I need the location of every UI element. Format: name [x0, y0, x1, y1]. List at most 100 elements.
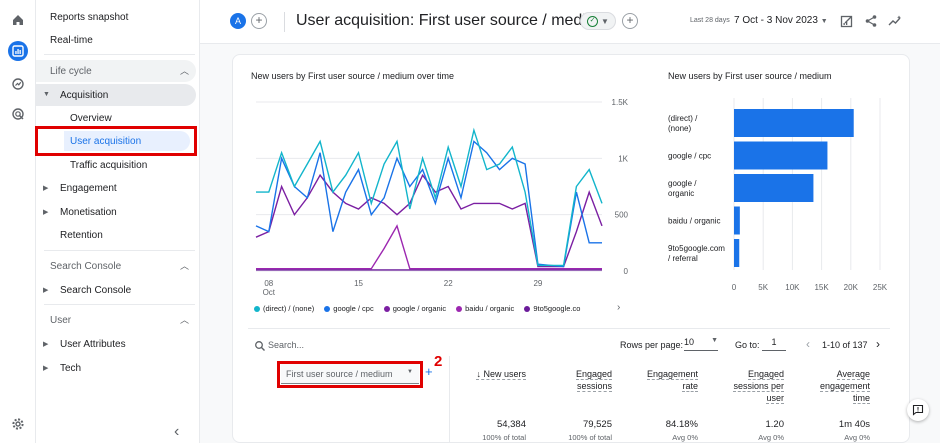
prev-page-icon[interactable]: ‹: [806, 337, 810, 351]
rows-per-page-value: 10: [684, 337, 695, 347]
series-line[interactable]: [255, 173, 603, 268]
sidebar-item-user-attributes[interactable]: User Attributes: [60, 338, 126, 350]
column-header-label: Average: [836, 369, 870, 380]
feedback-icon: [912, 404, 924, 416]
column-header-label: engagement: [819, 381, 870, 392]
search-icon: [255, 341, 265, 351]
sidebar-item-tech[interactable]: Tech: [60, 362, 82, 374]
legend-item[interactable]: google / organic: [383, 304, 447, 313]
goto-page-input[interactable]: 1: [762, 337, 786, 351]
selected-item-background: [64, 131, 190, 151]
section-user[interactable]: User: [50, 314, 72, 326]
divider: [284, 12, 285, 32]
series-line[interactable]: [256, 127, 603, 267]
bar[interactable]: [734, 141, 828, 170]
legend-item[interactable]: baidu / organic: [456, 304, 514, 313]
comparison-avatar[interactable]: A: [230, 13, 246, 29]
dimension-select[interactable]: First user source / medium ▼: [281, 364, 419, 384]
search-input[interactable]: Search...: [268, 340, 305, 350]
sidebar-item-realtime[interactable]: Real-time: [50, 34, 93, 46]
bar-category-label: / referral: [668, 254, 698, 263]
date-range-text: 7 Oct - 3 Nov 2023: [734, 15, 818, 26]
insights-icon[interactable]: [886, 12, 904, 30]
section-search-console[interactable]: Search Console: [50, 260, 122, 272]
bar[interactable]: [734, 109, 854, 137]
date-range-label: Last 28 days: [690, 17, 730, 24]
dropdown-arrow-icon: ▼: [711, 337, 718, 344]
sidebar-item-traffic-acquisition[interactable]: Traffic acquisition: [70, 159, 148, 171]
dropdown-arrow-icon: ▼: [601, 16, 609, 26]
column-header-engaged-sessions[interactable]: Engaged sessions: [552, 368, 612, 392]
bar[interactable]: [734, 239, 740, 267]
legend-label: baidu / organic: [465, 304, 515, 313]
column-header-sessions-per-user[interactable]: Engaged sessions per user: [720, 368, 784, 404]
feedback-button[interactable]: [907, 399, 929, 421]
total-engaged-sessions: 79,525: [582, 419, 612, 430]
page-header: A + User acquisition: First user source …: [200, 0, 940, 44]
sidebar-item-acquisition[interactable]: Acquisition: [60, 89, 109, 101]
series-line[interactable]: [256, 224, 602, 270]
bar-category-label: google / cpc: [668, 152, 711, 161]
collapse-sidebar-icon[interactable]: ‹: [174, 423, 180, 440]
x-tick-label: 08: [264, 279, 273, 288]
legend-label: google / cpc: [333, 304, 374, 313]
column-header-label: Engaged: [747, 369, 784, 380]
bar-category-label: google /: [668, 179, 697, 188]
add-filter-icon[interactable]: +: [622, 13, 638, 29]
legend-item[interactable]: 9to5google.co: [524, 304, 580, 313]
column-header-engagement-rate[interactable]: Engagement rate: [632, 368, 698, 392]
divider: [44, 54, 195, 55]
divider: [44, 304, 195, 305]
y-tick-label: 1K: [618, 154, 628, 163]
line-chart-legend: (direct) / (none) google / cpc google / …: [254, 304, 580, 313]
advertising-icon[interactable]: [8, 104, 28, 124]
chevron-up-icon[interactable]: ︿: [179, 66, 189, 76]
sidebar-item-monetisation[interactable]: Monetisation: [60, 206, 117, 218]
legend-label: 9to5google.co: [533, 304, 581, 313]
sidebar-item-reports-snapshot[interactable]: Reports snapshot: [50, 11, 129, 23]
section-life-cycle[interactable]: Life cycle: [50, 65, 92, 77]
series-line[interactable]: [255, 140, 602, 268]
column-header-label: rate: [682, 381, 698, 392]
add-dimension-icon[interactable]: +: [425, 364, 433, 379]
caret-down-icon: ▼: [43, 91, 50, 98]
rows-per-page-select[interactable]: 10 ▼: [684, 337, 718, 351]
add-comparison-icon[interactable]: +: [251, 13, 267, 29]
customize-report-icon[interactable]: [838, 12, 856, 30]
sidebar-item-search-console[interactable]: Search Console: [60, 284, 132, 296]
date-range-picker[interactable]: 7 Oct - 3 Nov 2023 ▼: [734, 15, 828, 26]
legend-item[interactable]: (direct) / (none): [254, 304, 314, 313]
divider: [44, 250, 195, 251]
acquisition-highlight: [36, 84, 196, 106]
reports-icon[interactable]: [8, 41, 28, 61]
total-engagement-rate: 84.18%: [665, 419, 698, 430]
home-icon[interactable]: [8, 10, 28, 30]
legend-item[interactable]: google / cpc: [324, 304, 374, 313]
chevron-up-icon[interactable]: ︿: [179, 261, 189, 271]
legend-label: google / organic: [392, 304, 447, 313]
x-tick-label: 10K: [785, 283, 800, 292]
nav-rail: [0, 0, 36, 443]
legend-next-icon[interactable]: ›: [617, 302, 621, 313]
share-icon[interactable]: [862, 12, 880, 30]
column-header-new-users[interactable]: ↓ New users: [466, 368, 526, 380]
bar[interactable]: [734, 206, 740, 235]
total-sublabel: Avg 0%: [844, 433, 870, 442]
report-status-dropdown[interactable]: ✓ ▼: [580, 12, 616, 30]
next-page-icon[interactable]: ›: [876, 337, 880, 351]
caret-right-icon: ▶: [43, 209, 49, 216]
sidebar-item-overview[interactable]: Overview: [70, 112, 112, 124]
sidebar-item-retention[interactable]: Retention: [60, 229, 103, 241]
explore-icon[interactable]: [8, 74, 28, 94]
annotation-box-1: [35, 126, 197, 156]
column-header-avg-engagement-time[interactable]: Average engagement time: [806, 368, 870, 404]
total-sublabel: 100% of total: [482, 433, 526, 442]
chevron-up-icon[interactable]: ︿: [179, 315, 189, 325]
annotation-number-2: 2: [434, 353, 443, 370]
line-chart-title: New users by First user source / medium …: [251, 71, 455, 81]
sidebar-item-engagement[interactable]: Engagement: [60, 182, 117, 194]
settings-gear-icon[interactable]: [8, 414, 28, 434]
bar[interactable]: [734, 174, 814, 202]
sidebar-item-user-acquisition[interactable]: User acquisition: [70, 135, 142, 147]
dimension-select-value: First user source / medium: [286, 368, 393, 379]
